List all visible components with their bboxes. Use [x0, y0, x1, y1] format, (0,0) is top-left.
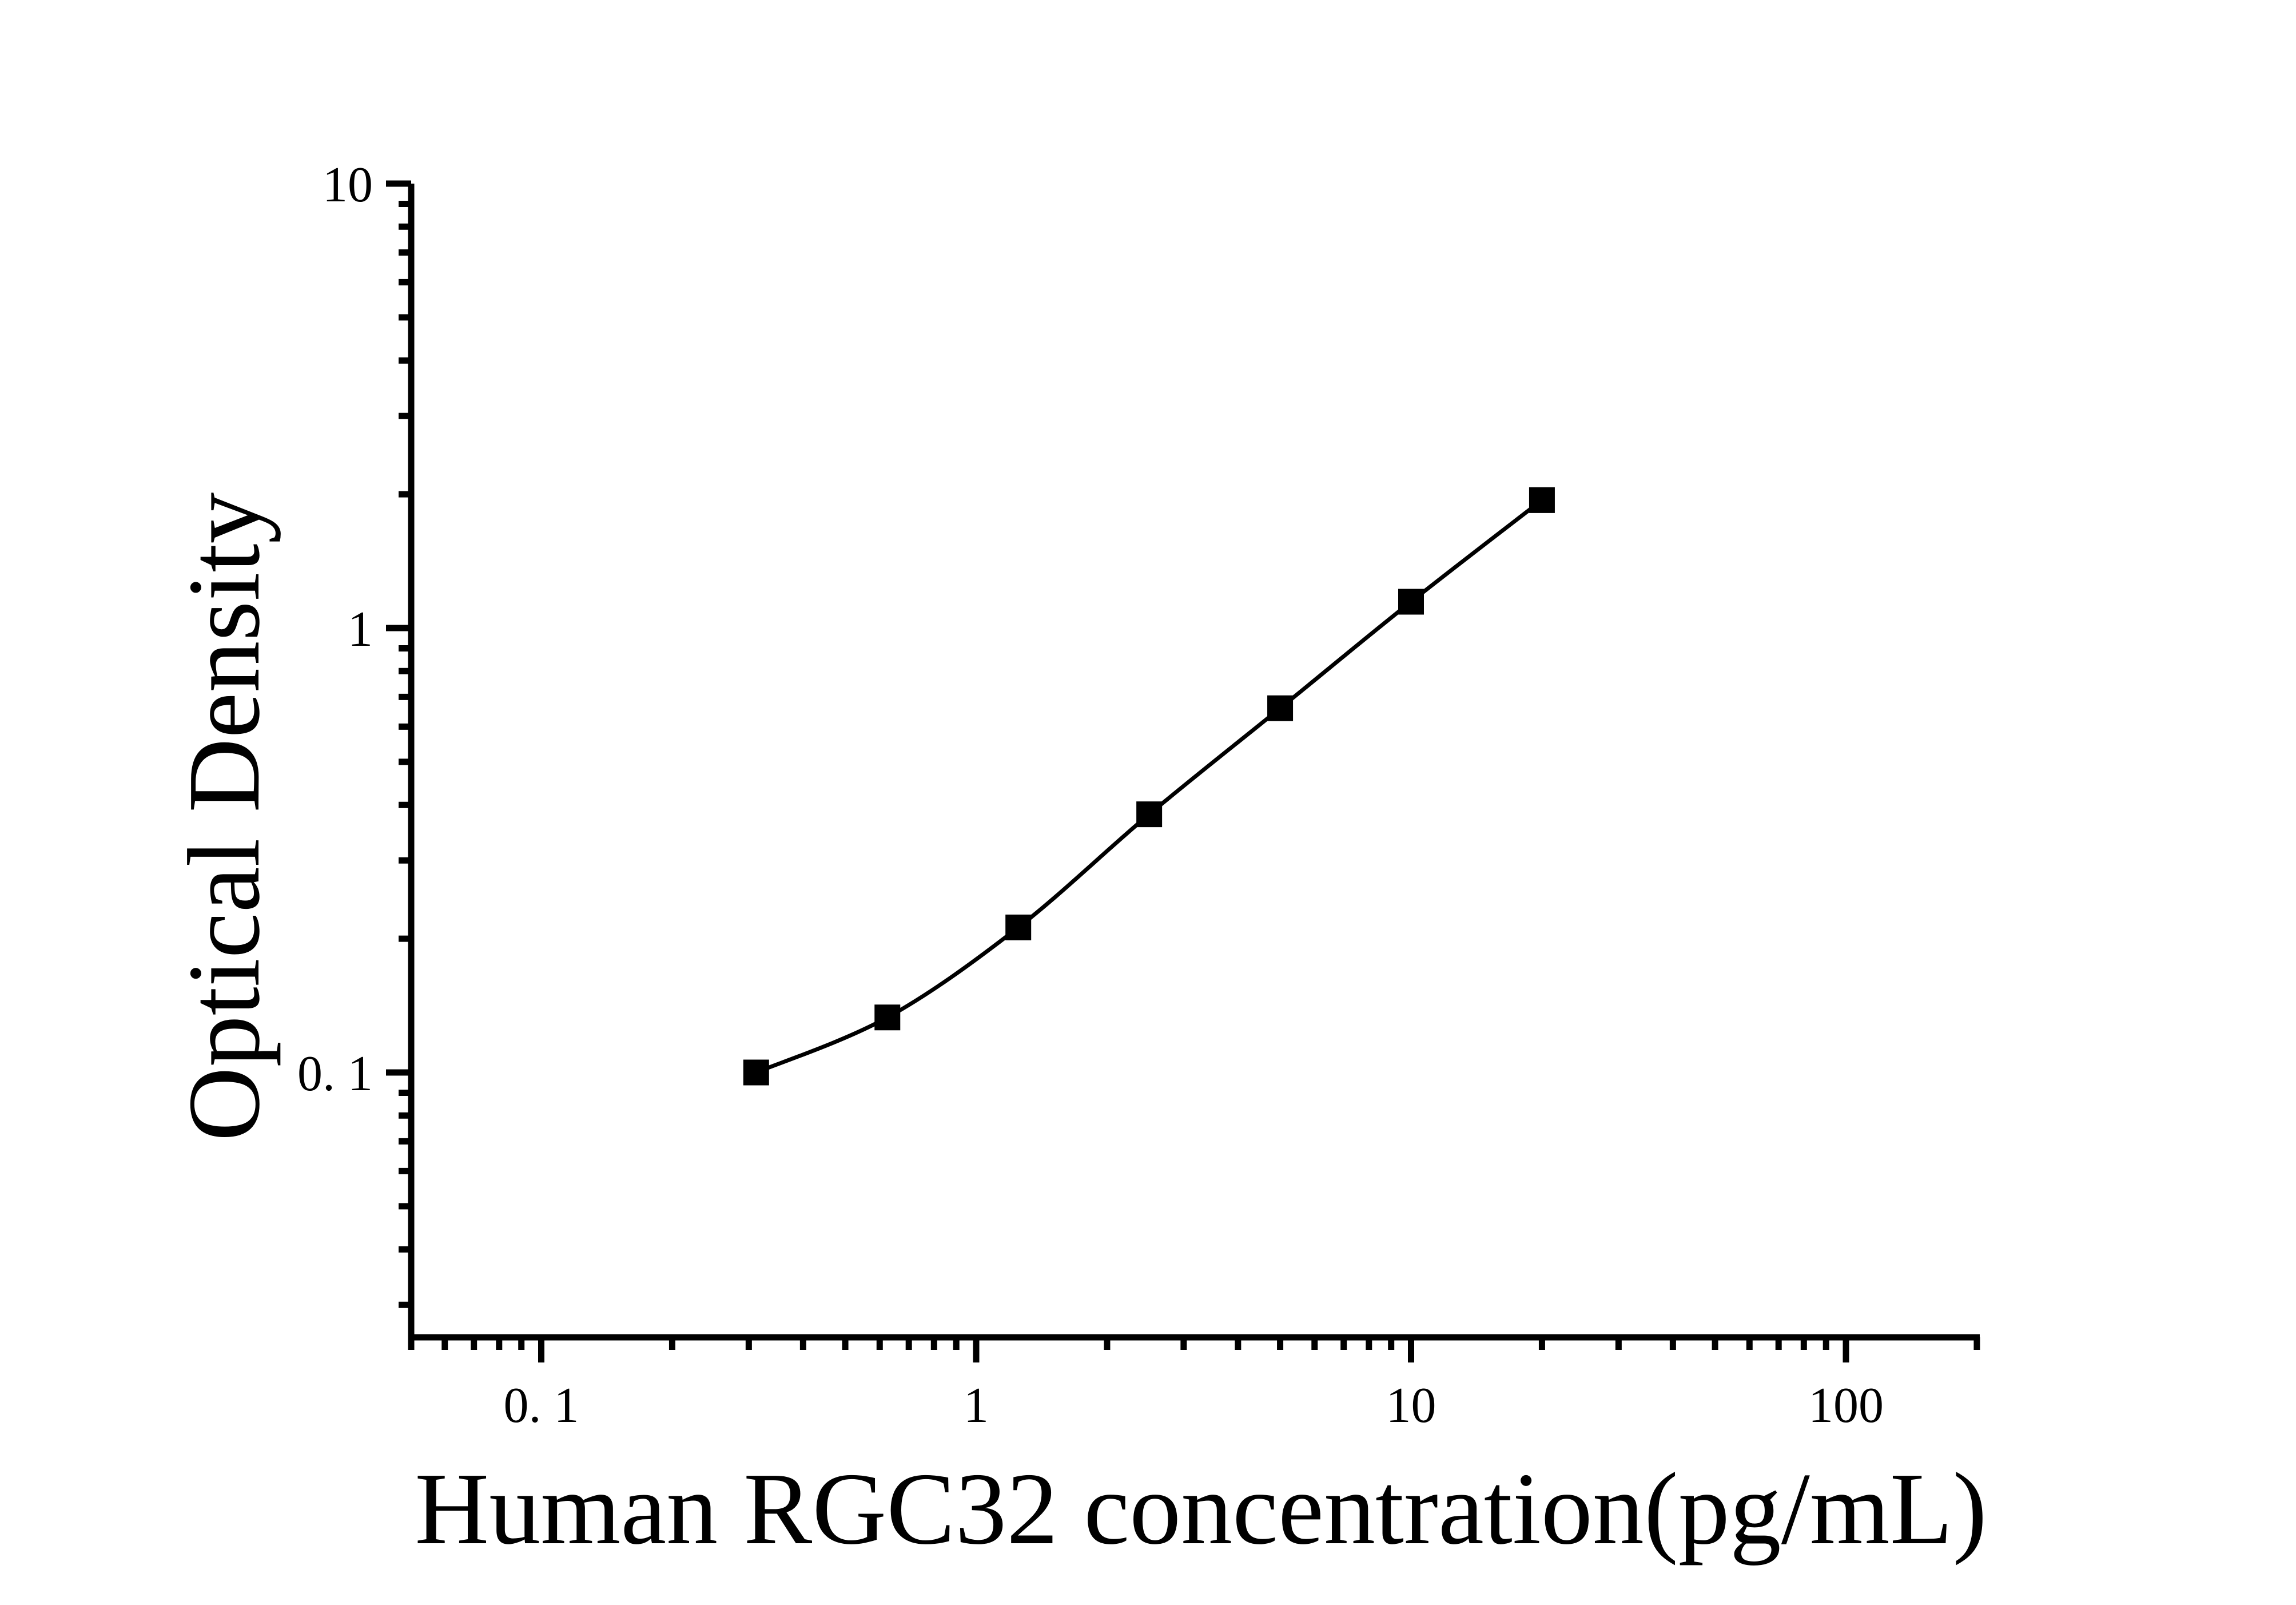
- x-tick-label: 1: [964, 1378, 989, 1433]
- x-tick-label: 10: [1386, 1378, 1437, 1433]
- standard-curve-line: [755, 498, 1543, 1075]
- data-point-marker: [1005, 914, 1032, 940]
- y-tick-label: 0. 1: [297, 1046, 373, 1102]
- tick-labels-layer: 0. 1 1 10 100 10 1 0. 1: [297, 157, 1884, 1433]
- y-tick-label: 1: [348, 602, 373, 657]
- x-axis-title: Human RGC32 concentration(pg/mL): [415, 1452, 1987, 1566]
- data-point-marker: [743, 1059, 769, 1086]
- x-tick-label: 100: [1808, 1378, 1884, 1433]
- data-point-marker: [1136, 801, 1163, 828]
- data-point-marker: [1267, 695, 1294, 721]
- data-point-marker: [874, 1004, 901, 1031]
- x-tick-label: 0. 1: [504, 1378, 579, 1433]
- y-axis-title: Optical Density: [167, 492, 281, 1142]
- axes-layer: [386, 180, 1980, 1362]
- y-tick-label: 10: [323, 157, 373, 213]
- series-layer: [743, 487, 1555, 1086]
- data-point-marker: [1529, 487, 1555, 513]
- data-point-marker: [1398, 589, 1424, 615]
